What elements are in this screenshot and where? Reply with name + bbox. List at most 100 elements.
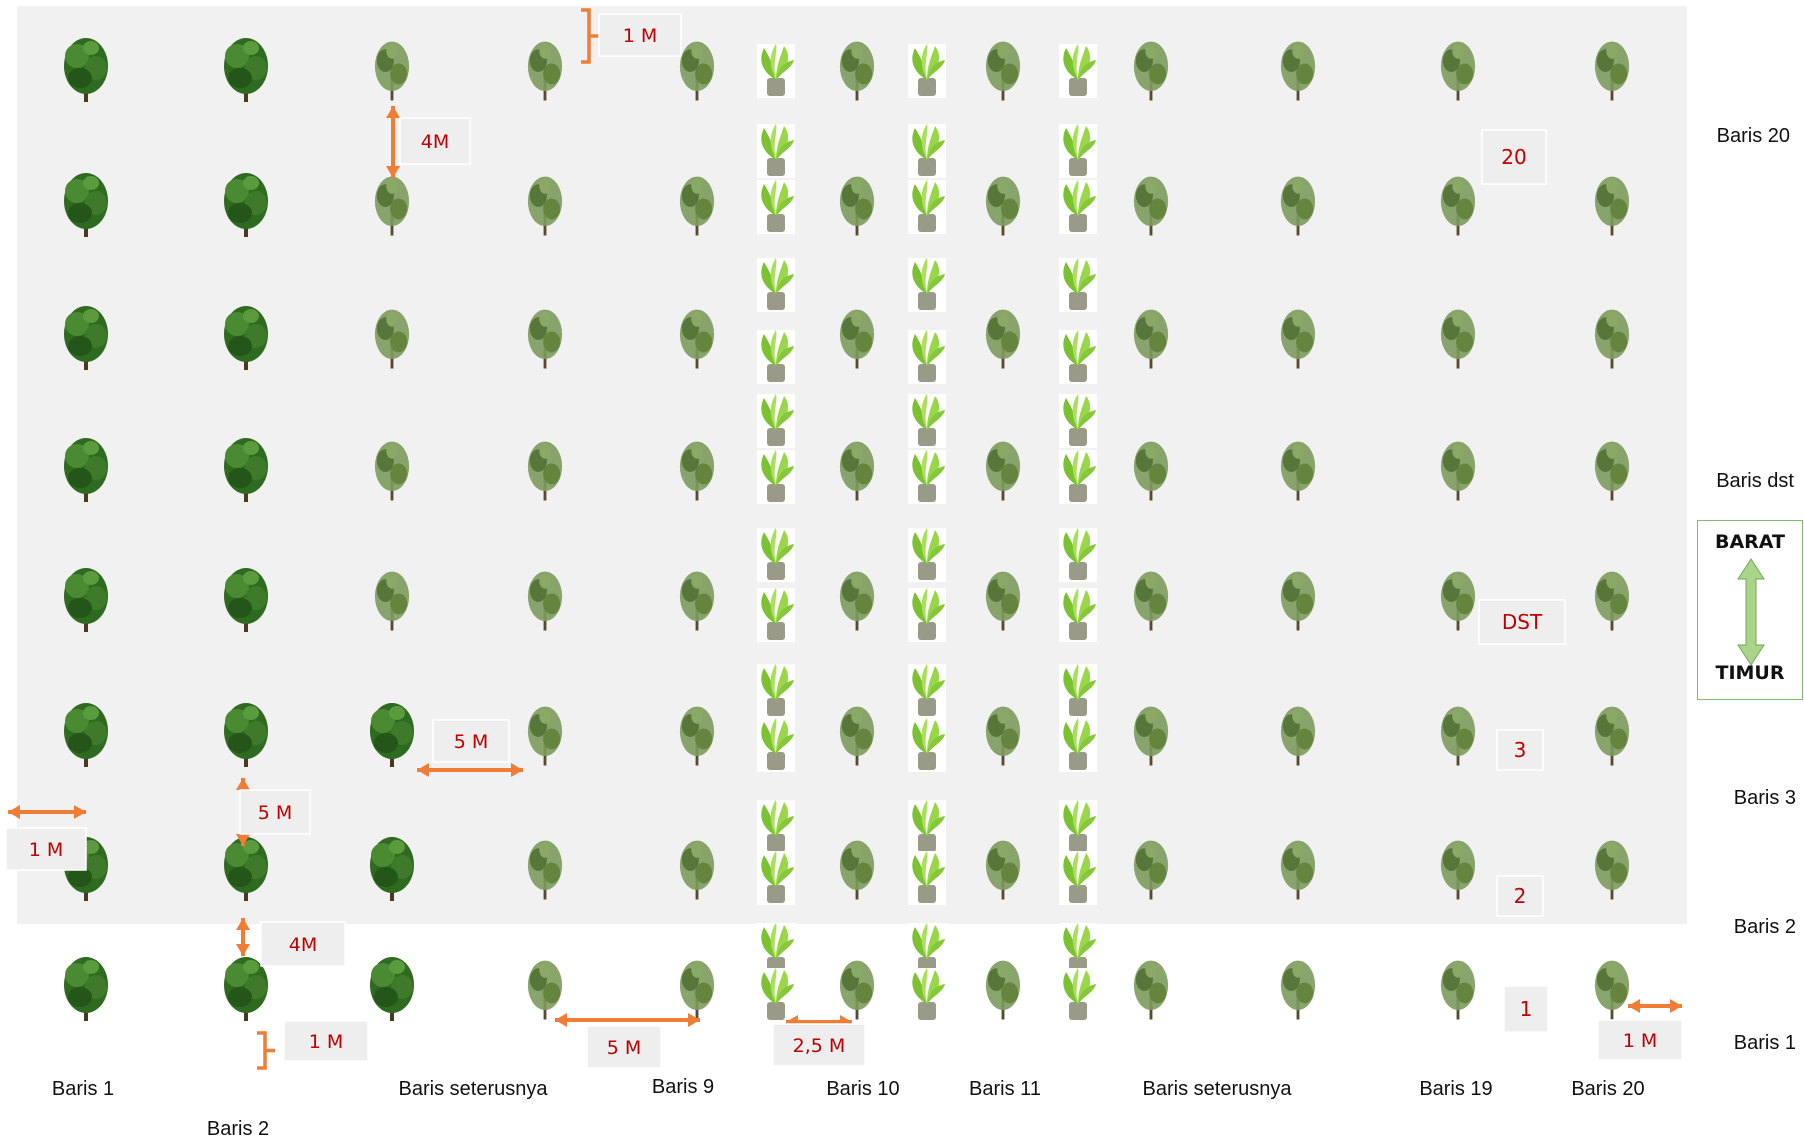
palm-seedling-icon bbox=[1059, 258, 1097, 312]
palm-seedling-icon bbox=[908, 180, 946, 234]
svg-text:5 M: 5 M bbox=[258, 802, 293, 824]
palm-seedling-icon bbox=[908, 664, 946, 718]
palm-seedling-icon bbox=[757, 44, 795, 98]
palm-seedling-icon bbox=[1059, 718, 1097, 772]
palm-seedling-icon bbox=[1059, 330, 1097, 384]
compass-legend: BARAT TIMUR bbox=[1697, 520, 1803, 700]
svg-text:3: 3 bbox=[1514, 738, 1527, 762]
top-margin-label: 1 M bbox=[598, 13, 682, 57]
palm-seedling-icon bbox=[757, 450, 795, 504]
left-margin-label: 1 M bbox=[5, 827, 87, 871]
column-label-baris-2: Baris 2 bbox=[206, 1118, 270, 1140]
column-label-baris-seterusnya-right: Baris seterusnya bbox=[1142, 1078, 1292, 1100]
brace-marker bbox=[581, 8, 599, 64]
double-arrow-icon bbox=[1737, 558, 1765, 666]
palm-seedling-icon bbox=[908, 258, 946, 312]
palm-seedling-icon bbox=[757, 180, 795, 234]
palm-seedling-icon bbox=[1059, 851, 1097, 905]
double-arrow-icon bbox=[417, 763, 523, 777]
column-spacing-5m-bottom-label: 5 M bbox=[586, 1025, 662, 1069]
sparse-tree-icon bbox=[1280, 960, 1316, 1020]
sparse-tree-icon bbox=[679, 960, 715, 1020]
palm-seedling-icon bbox=[908, 968, 946, 1022]
palm-seedling-icon bbox=[908, 394, 946, 448]
palm-spacing-label: 2,5 M bbox=[772, 1023, 866, 1067]
row-spacing-5m-label: 5 M bbox=[239, 789, 311, 835]
svg-text:2: 2 bbox=[1514, 884, 1527, 908]
column-label-baris-seterusnya-left: Baris seterusnya bbox=[398, 1078, 548, 1100]
svg-text:20: 20 bbox=[1501, 145, 1526, 169]
column-label-baris-19: Baris 19 bbox=[1419, 1078, 1493, 1100]
column-label-baris-11: Baris 11 bbox=[969, 1078, 1041, 1100]
palm-seedling-icon bbox=[1059, 588, 1097, 642]
palm-seedling-icon bbox=[908, 330, 946, 384]
sparse-tree-icon bbox=[1133, 960, 1169, 1020]
sparse-tree-icon bbox=[1594, 960, 1630, 1020]
palm-seedling-icon bbox=[1059, 528, 1097, 582]
palm-seedling-icon bbox=[908, 800, 946, 854]
row-label-baris-2: Baris 2 bbox=[1733, 916, 1796, 938]
bottom-margin-label: 1 M bbox=[283, 1020, 369, 1062]
palm-seedling-icon bbox=[1059, 450, 1097, 504]
row-label-baris-20: Baris 20 bbox=[1716, 125, 1790, 147]
row-spacing-4m-label: 4M bbox=[260, 921, 346, 967]
palm-seedling-icon bbox=[757, 718, 795, 772]
row-number-3-label: 3 bbox=[1496, 729, 1544, 771]
row-spacing-label: 4M bbox=[399, 117, 471, 165]
double-arrow-icon bbox=[8, 805, 86, 819]
palm-seedling-icon bbox=[757, 528, 795, 582]
double-arrow-icon bbox=[236, 918, 250, 956]
sparse-tree-icon bbox=[985, 960, 1021, 1020]
palm-seedling-icon bbox=[1059, 394, 1097, 448]
svg-text:DST: DST bbox=[1502, 610, 1543, 634]
sparse-tree-icon bbox=[527, 960, 563, 1020]
row-number-1-label: 1 bbox=[1503, 985, 1549, 1033]
palm-seedling-icon bbox=[757, 394, 795, 448]
palm-seedling-icon bbox=[908, 44, 946, 98]
palm-seedling-icon bbox=[757, 258, 795, 312]
palm-seedling-icon bbox=[908, 528, 946, 582]
row-label-baris-3: Baris 3 bbox=[1733, 787, 1796, 809]
palm-seedling-icon bbox=[757, 800, 795, 854]
svg-text:2,5 M: 2,5 M bbox=[793, 1035, 846, 1057]
row-number-dst-label: DST bbox=[1478, 599, 1566, 645]
palm-seedling-icon bbox=[757, 588, 795, 642]
palm-seedling-icon bbox=[908, 718, 946, 772]
spacing-annotations: 1 M 4M 1 M 1 M 5 M 4M 5 M 5 M 2,5 M 1 M 20 DST 3 2 1 bbox=[5, 8, 1683, 1070]
svg-text:1 M: 1 M bbox=[29, 839, 64, 861]
row-label-baris-1: Baris 1 bbox=[1733, 1032, 1796, 1054]
svg-text:1 M: 1 M bbox=[309, 1031, 344, 1053]
palm-seedling-icon bbox=[757, 968, 795, 1022]
palm-seedling-icon bbox=[908, 124, 946, 178]
row-label-baris-dst: Baris dst bbox=[1716, 470, 1794, 492]
column-label-baris-20: Baris 20 bbox=[1571, 1078, 1645, 1100]
svg-text:1 M: 1 M bbox=[1623, 1030, 1658, 1052]
double-arrow-icon bbox=[386, 106, 400, 178]
palm-seedling-icon bbox=[908, 450, 946, 504]
palm-seedling-icon bbox=[757, 330, 795, 384]
compass-timur-label: TIMUR bbox=[1715, 662, 1785, 684]
palm-seedling-icon bbox=[1059, 180, 1097, 234]
palm-seedling-icon bbox=[1059, 664, 1097, 718]
svg-text:4M: 4M bbox=[289, 934, 317, 956]
column-label-baris-1: Baris 1 bbox=[51, 1078, 115, 1100]
double-arrow-icon bbox=[555, 1013, 700, 1027]
broadleaf-tree-icon bbox=[64, 957, 108, 1021]
column-spacing-5m-top-label: 5 M bbox=[432, 719, 510, 763]
sparse-tree-icon bbox=[1440, 960, 1476, 1020]
broadleaf-tree-icon bbox=[370, 957, 414, 1021]
right-margin-label: 1 M bbox=[1597, 1019, 1683, 1061]
palm-seedling-icon bbox=[1059, 968, 1097, 1022]
row-number-20-label: 20 bbox=[1481, 129, 1547, 185]
svg-text:1 M: 1 M bbox=[623, 25, 658, 47]
palm-seedling-icon bbox=[757, 851, 795, 905]
palm-seedling-icon bbox=[1059, 44, 1097, 98]
svg-text:5 M: 5 M bbox=[607, 1037, 642, 1059]
palm-seedling-icon bbox=[1059, 800, 1097, 854]
palm-seedling-icon bbox=[757, 664, 795, 718]
compass-barat-label: BARAT bbox=[1714, 531, 1785, 553]
sparse-tree-icon bbox=[839, 960, 875, 1020]
palm-seedling-icon bbox=[908, 588, 946, 642]
svg-text:1: 1 bbox=[1520, 997, 1533, 1021]
